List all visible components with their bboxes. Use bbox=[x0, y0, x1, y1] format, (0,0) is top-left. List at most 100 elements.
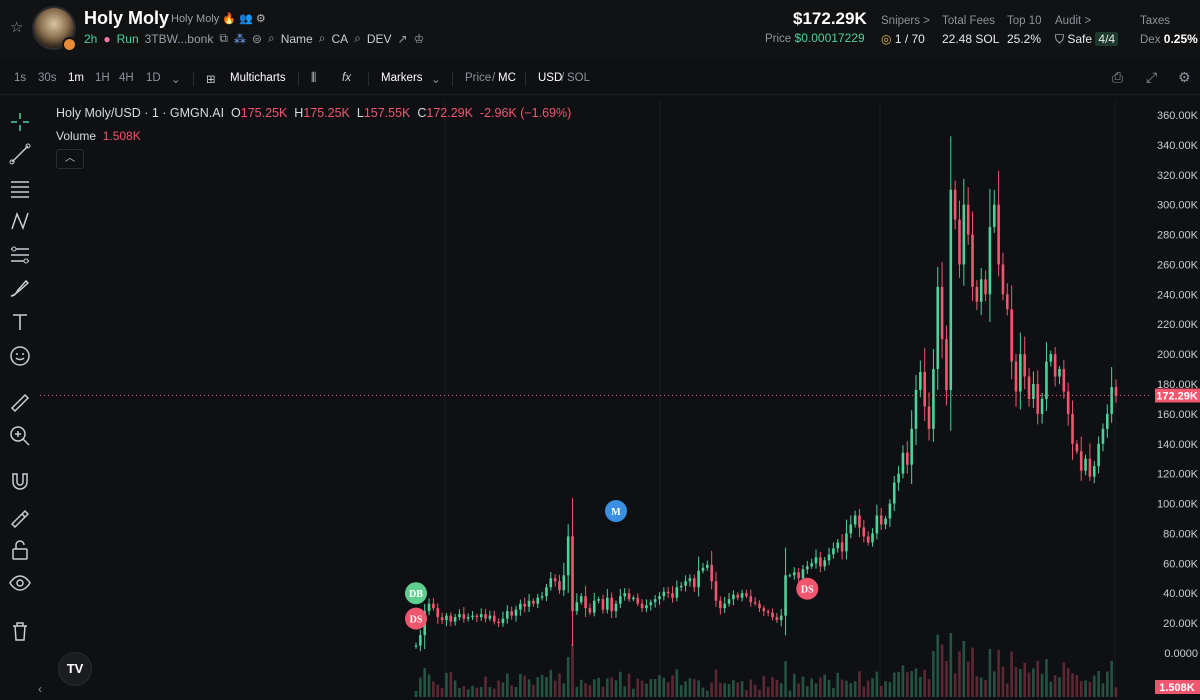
screenshot-icon[interactable]: ⎙ bbox=[1112, 69, 1124, 85]
volume-bar bbox=[1106, 671, 1109, 697]
candle-body bbox=[723, 603, 726, 609]
interval-1s[interactable]: 1s bbox=[14, 72, 27, 84]
search-icon[interactable]: ⌕ bbox=[318, 31, 326, 45]
eye-icon[interactable] bbox=[8, 571, 32, 595]
ruler-icon[interactable] bbox=[8, 391, 32, 415]
emoji-icon[interactable] bbox=[8, 344, 32, 368]
socials-icon[interactable]: ⁂ bbox=[233, 31, 246, 46]
star-icon[interactable]: ☆ bbox=[10, 19, 24, 36]
volume-bar bbox=[1014, 667, 1018, 697]
candle-body bbox=[1049, 354, 1053, 362]
horizontal-lines-icon[interactable] bbox=[8, 176, 32, 200]
candle-body bbox=[527, 600, 531, 607]
volume-bar bbox=[823, 674, 826, 697]
search-dev-link[interactable]: DEV bbox=[366, 31, 392, 46]
trend-line-icon[interactable] bbox=[8, 142, 32, 166]
magnet-icon[interactable] bbox=[8, 470, 32, 494]
interval-1m[interactable]: 1m bbox=[68, 72, 84, 84]
candle-body bbox=[710, 564, 713, 582]
brush-icon[interactable] bbox=[8, 276, 32, 300]
candle-body bbox=[514, 609, 518, 616]
volume-bar bbox=[732, 680, 735, 697]
fullscreen-icon[interactable]: ⤢ bbox=[1146, 69, 1158, 85]
volume-bar bbox=[801, 676, 805, 697]
interval-4h[interactable]: 4H bbox=[119, 72, 134, 84]
collapse-legend-button[interactable]: ︿ bbox=[56, 149, 84, 169]
scroll-left-icon[interactable]: ‹ bbox=[38, 682, 42, 696]
search-name-link[interactable]: Name bbox=[280, 31, 313, 46]
volume-bar bbox=[888, 682, 892, 697]
pattern-icon[interactable] bbox=[8, 209, 32, 233]
external-link-icon[interactable]: ↗ bbox=[397, 31, 408, 46]
zoom-in-icon[interactable] bbox=[8, 424, 32, 448]
volume-bar bbox=[901, 665, 905, 697]
volume-bar bbox=[1084, 680, 1087, 697]
volume-bar bbox=[910, 671, 913, 697]
search-icon[interactable]: ⌕ bbox=[354, 31, 361, 45]
sol-toggle[interactable]: SOL bbox=[567, 72, 591, 84]
candle-body bbox=[897, 473, 900, 483]
candle-body bbox=[553, 578, 557, 582]
volume-bar bbox=[740, 681, 744, 697]
candle-body bbox=[1066, 391, 1070, 414]
volume-bar bbox=[514, 687, 518, 697]
mc-toggle[interactable]: MC bbox=[498, 72, 516, 84]
search-ca-link[interactable]: CA bbox=[331, 31, 349, 46]
markers-dropdown-icon[interactable]: ⌄ bbox=[431, 74, 441, 86]
candle-body bbox=[588, 608, 592, 613]
candle-body bbox=[879, 515, 883, 525]
tradingview-logo[interactable]: TV bbox=[58, 652, 92, 686]
price-toggle[interactable]: Price bbox=[465, 72, 492, 84]
volume-bar bbox=[427, 674, 431, 697]
settings-icon[interactable]: ⚙ bbox=[1178, 69, 1191, 85]
usd-toggle[interactable]: USD bbox=[538, 72, 563, 84]
volume-bar bbox=[649, 679, 653, 697]
solscan-icon[interactable]: ⊜ bbox=[251, 31, 262, 46]
interval-1d[interactable]: 1D bbox=[146, 72, 161, 84]
crosshair-icon[interactable] bbox=[8, 110, 32, 134]
markers-button[interactable]: Markers bbox=[381, 72, 423, 84]
trash-icon[interactable] bbox=[8, 619, 32, 643]
lock-draw-icon[interactable] bbox=[8, 504, 32, 528]
contract-address[interactable]: 3TBW...bonk bbox=[144, 31, 214, 46]
interval-dropdown-icon[interactable]: ⌄ bbox=[171, 74, 181, 86]
volume-bar bbox=[958, 651, 961, 697]
volume-bar bbox=[1101, 683, 1105, 697]
candle-body bbox=[827, 554, 831, 561]
candle-body bbox=[688, 578, 692, 582]
lock-icon[interactable] bbox=[8, 538, 32, 562]
crown-icon[interactable]: ♔ bbox=[413, 31, 425, 46]
interval-1h[interactable]: 1H bbox=[95, 72, 110, 84]
interval-30s[interactable]: 30s bbox=[38, 72, 57, 84]
search-icon[interactable]: ⌕ bbox=[267, 31, 275, 45]
volume-bar bbox=[471, 685, 474, 697]
indicators-icon[interactable]: fx bbox=[342, 72, 351, 84]
volume-bar bbox=[727, 684, 731, 697]
copy-icon[interactable]: ⧉ bbox=[219, 31, 228, 45]
volume-bar bbox=[466, 689, 470, 697]
candle-body bbox=[1084, 458, 1087, 471]
axis-tick-label: 120.00K bbox=[1157, 469, 1199, 481]
volume-bar bbox=[884, 681, 887, 697]
candlestick-chart[interactable]: 360.00K 340.00K 320.00K 300.00K 280.00K 260.0… bbox=[40, 100, 1200, 697]
volume-bar bbox=[897, 671, 900, 697]
candle-body bbox=[845, 533, 848, 552]
candle-body bbox=[771, 612, 774, 618]
trade-marker bbox=[405, 582, 427, 605]
volume-bar bbox=[419, 677, 422, 697]
snipers-stat[interactable]: Snipers > ◎ 1 / 70 bbox=[881, 15, 930, 46]
candle-body bbox=[853, 515, 857, 525]
fib-icon[interactable] bbox=[8, 243, 32, 267]
candle-body bbox=[792, 572, 796, 576]
candle-body bbox=[719, 600, 722, 609]
multicharts-button[interactable]: Multicharts bbox=[230, 72, 286, 84]
price-chart[interactable]: 360.00K 340.00K 320.00K 300.00K 280.00K 260.0… bbox=[40, 100, 1200, 697]
text-icon[interactable] bbox=[8, 310, 32, 334]
candle-body bbox=[1106, 413, 1109, 429]
candle-body bbox=[1045, 361, 1048, 399]
candle-type-icon[interactable]: ⫼ bbox=[311, 72, 317, 84]
axis-tick-label: 60.00K bbox=[1163, 558, 1199, 570]
multicharts-icon[interactable]: ⊞ bbox=[206, 74, 216, 86]
volume-bar bbox=[953, 673, 957, 697]
audit-stat[interactable]: Audit > ⛉ Safe 4/4 bbox=[1055, 15, 1119, 47]
